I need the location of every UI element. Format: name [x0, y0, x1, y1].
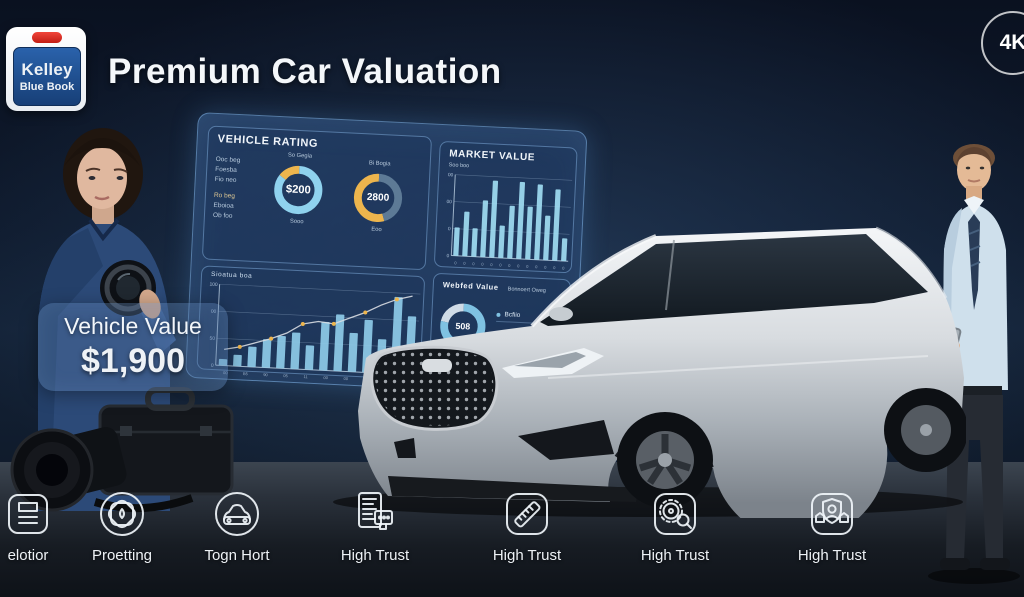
- svg-text:0: 0: [490, 262, 493, 267]
- feature-label: elotior: [7, 547, 49, 564]
- feature-label: High Trust: [340, 547, 410, 564]
- svg-text:0: 0: [211, 363, 214, 369]
- side-label: Ob foo: [212, 211, 233, 220]
- logo-line2: Blue Book: [19, 81, 75, 93]
- svg-text:00: 00: [211, 309, 217, 315]
- 4k-badge: 4K: [981, 11, 1024, 75]
- kelley-blue-book-logo: Kelley Blue Book: [6, 27, 86, 111]
- rating-donut-primary: $200: [269, 161, 328, 220]
- svg-text:00: 00: [446, 199, 452, 205]
- feature-label: Proetting: [91, 547, 153, 564]
- market-value-sublabel: Soo boo: [448, 162, 470, 170]
- svg-text:B5: B5: [243, 371, 249, 376]
- svg-text:0: 0: [472, 261, 475, 266]
- market-value-panel: MARKET VALUE Soo boo 00 00 0 0 0 0 0 0 0 0 0 0 0 0 0 0 0: [433, 140, 578, 274]
- 4k-badge-text: 4K: [999, 31, 1024, 54]
- gear-magnifier-icon: [649, 488, 701, 540]
- feature-car: Togn Hort: [172, 488, 302, 564]
- vehicle-value-label: Vehicle Value: [64, 313, 202, 339]
- feature-inspection: High Trust: [610, 488, 740, 564]
- feature-label: High Trust: [797, 547, 867, 564]
- svg-text:00: 00: [448, 172, 454, 178]
- svg-text:0: 0: [448, 226, 451, 232]
- svg-text:$200: $200: [286, 183, 311, 196]
- document-plug-icon: [349, 488, 401, 540]
- svg-text:11: 11: [303, 374, 308, 379]
- feature-label: High Trust: [640, 547, 710, 564]
- vehicle-rating-title: VEHICLE RATING: [217, 133, 319, 150]
- feature-protection: Proetting: [57, 488, 187, 564]
- feature-label: High Trust: [492, 547, 562, 564]
- ruler-icon: [501, 488, 553, 540]
- svg-text:0: 0: [446, 253, 449, 259]
- storage-box-icon: [2, 488, 54, 540]
- svg-text:0: 0: [499, 262, 502, 267]
- rating-donut-primary-wrap: So Gegia $200 Sooo: [265, 151, 333, 228]
- market-value-title: MARKET VALUE: [448, 148, 536, 164]
- vehicle-value-box: Vehicle Value $1,900: [38, 303, 228, 391]
- svg-text:00: 00: [343, 376, 348, 381]
- feature-measure: High Trust: [462, 488, 592, 564]
- svg-text:90: 90: [263, 372, 268, 377]
- shield-group-icon: [806, 488, 858, 540]
- svg-text:0: 0: [481, 262, 484, 267]
- svg-text:0: 0: [553, 265, 556, 270]
- silver-suv: [318, 206, 968, 541]
- feature-storage: elotior: [0, 488, 93, 564]
- trend-title: Sioatua boa: [210, 270, 253, 280]
- svg-text:0: 0: [544, 265, 547, 270]
- vehicle-rating-panel: VEHICLE RATING Ooc beg Foesba Fio neo Ro…: [201, 125, 433, 271]
- svg-text:0: 0: [508, 263, 511, 268]
- side-label: Fio neo: [214, 175, 237, 184]
- svg-text:0: 0: [526, 264, 529, 269]
- svg-text:00: 00: [223, 370, 228, 375]
- logo-blue-panel: Kelley Blue Book: [13, 47, 81, 106]
- feature-row: elotior Proetting: [0, 488, 1024, 593]
- rating-donut-secondary: 2800: [349, 169, 408, 228]
- logo-line1: Kelley: [21, 60, 73, 79]
- car-circle-icon: [211, 488, 263, 540]
- rating-donut-secondary-wrap: Bi Bogia 2800 Eoo: [344, 159, 412, 236]
- seal-badge-icon: [96, 488, 148, 540]
- svg-text:0: 0: [535, 264, 538, 269]
- svg-text:50: 50: [209, 336, 215, 342]
- vehicle-rating-side-labels: Ooc beg Foesba Fio neo Ro beg Eboioa Ob …: [213, 155, 268, 223]
- market-value-bar-chart: 00 00 0 0 0 0 0 0 0 0 0 0 0 0 0 0 0: [439, 170, 573, 271]
- feature-report: High Trust: [310, 488, 440, 564]
- svg-text:2800: 2800: [367, 192, 390, 204]
- svg-text:0: 0: [517, 263, 520, 268]
- feature-label: Togn Hort: [204, 547, 270, 564]
- svg-text:100: 100: [209, 282, 218, 288]
- vehicle-value-amount: $1,900: [81, 342, 185, 380]
- feature-trust: High Trust: [767, 488, 897, 564]
- svg-text:0: 0: [454, 260, 457, 265]
- svg-text:00: 00: [323, 375, 328, 380]
- svg-text:0: 0: [562, 265, 565, 270]
- svg-text:508: 508: [455, 321, 470, 332]
- page-title: Premium Car Valuation: [108, 52, 502, 91]
- logo-red-bar: [32, 32, 62, 43]
- svg-text:0: 0: [463, 261, 466, 266]
- svg-text:05: 05: [283, 373, 288, 378]
